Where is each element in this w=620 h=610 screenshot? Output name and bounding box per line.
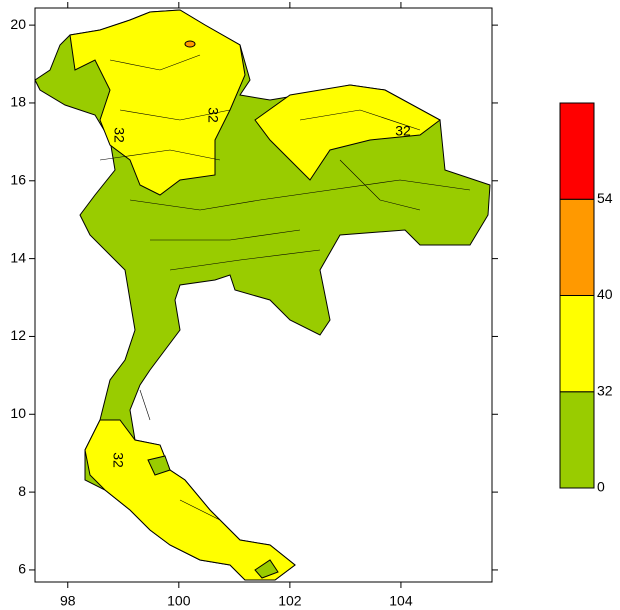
colorbar-bin: [559, 295, 595, 393]
y-tick-label: 16: [10, 171, 26, 187]
x-tick-label: 98: [60, 593, 76, 609]
contour-labels: 32 32 32 32: [110, 107, 411, 468]
region-low: [34, 9, 491, 581]
region-mid-northeast: [254, 84, 441, 181]
contour-label: 32: [110, 452, 126, 468]
y-tick-label: 14: [10, 249, 26, 265]
axes: 98 100 102 104 6 8 10 12 14 16 18 20: [10, 2, 498, 609]
land: [34, 9, 491, 581]
plot-frame: [34, 7, 493, 583]
colorbar: 0 32 40 54: [559, 102, 613, 495]
y-tick-label: 12: [10, 327, 26, 343]
x-tick-label: 104: [389, 593, 413, 609]
x-tick-label: 102: [278, 593, 302, 609]
region-mid-north: [69, 9, 246, 196]
region-high-spot: [184, 40, 196, 48]
colorbar-label: 40: [597, 286, 613, 302]
y-tick-label: 10: [10, 405, 26, 421]
region-mid-south: [84, 419, 296, 581]
y-tick-label: 18: [10, 94, 26, 110]
region-low-patch: [147, 455, 171, 476]
contour-label: 32: [395, 123, 411, 139]
colorbar-bin: [559, 198, 595, 296]
y-tick-label: 8: [18, 483, 26, 499]
colorbar-label: 0: [597, 479, 605, 495]
y-tick-label: 6: [18, 561, 26, 577]
contour-label: 32: [111, 127, 127, 143]
province-borders: [99, 54, 471, 521]
colorbar-bin: [559, 391, 595, 489]
contour-label: 32: [205, 107, 221, 123]
colorbar-frame: [559, 102, 595, 489]
region-low-patch: [254, 559, 279, 579]
colorbar-label: 32: [597, 382, 613, 398]
y-tick-label: 20: [10, 16, 26, 32]
colorbar-label: 54: [597, 190, 613, 206]
colorbar-bin: [559, 102, 595, 200]
x-tick-label: 100: [167, 593, 191, 609]
